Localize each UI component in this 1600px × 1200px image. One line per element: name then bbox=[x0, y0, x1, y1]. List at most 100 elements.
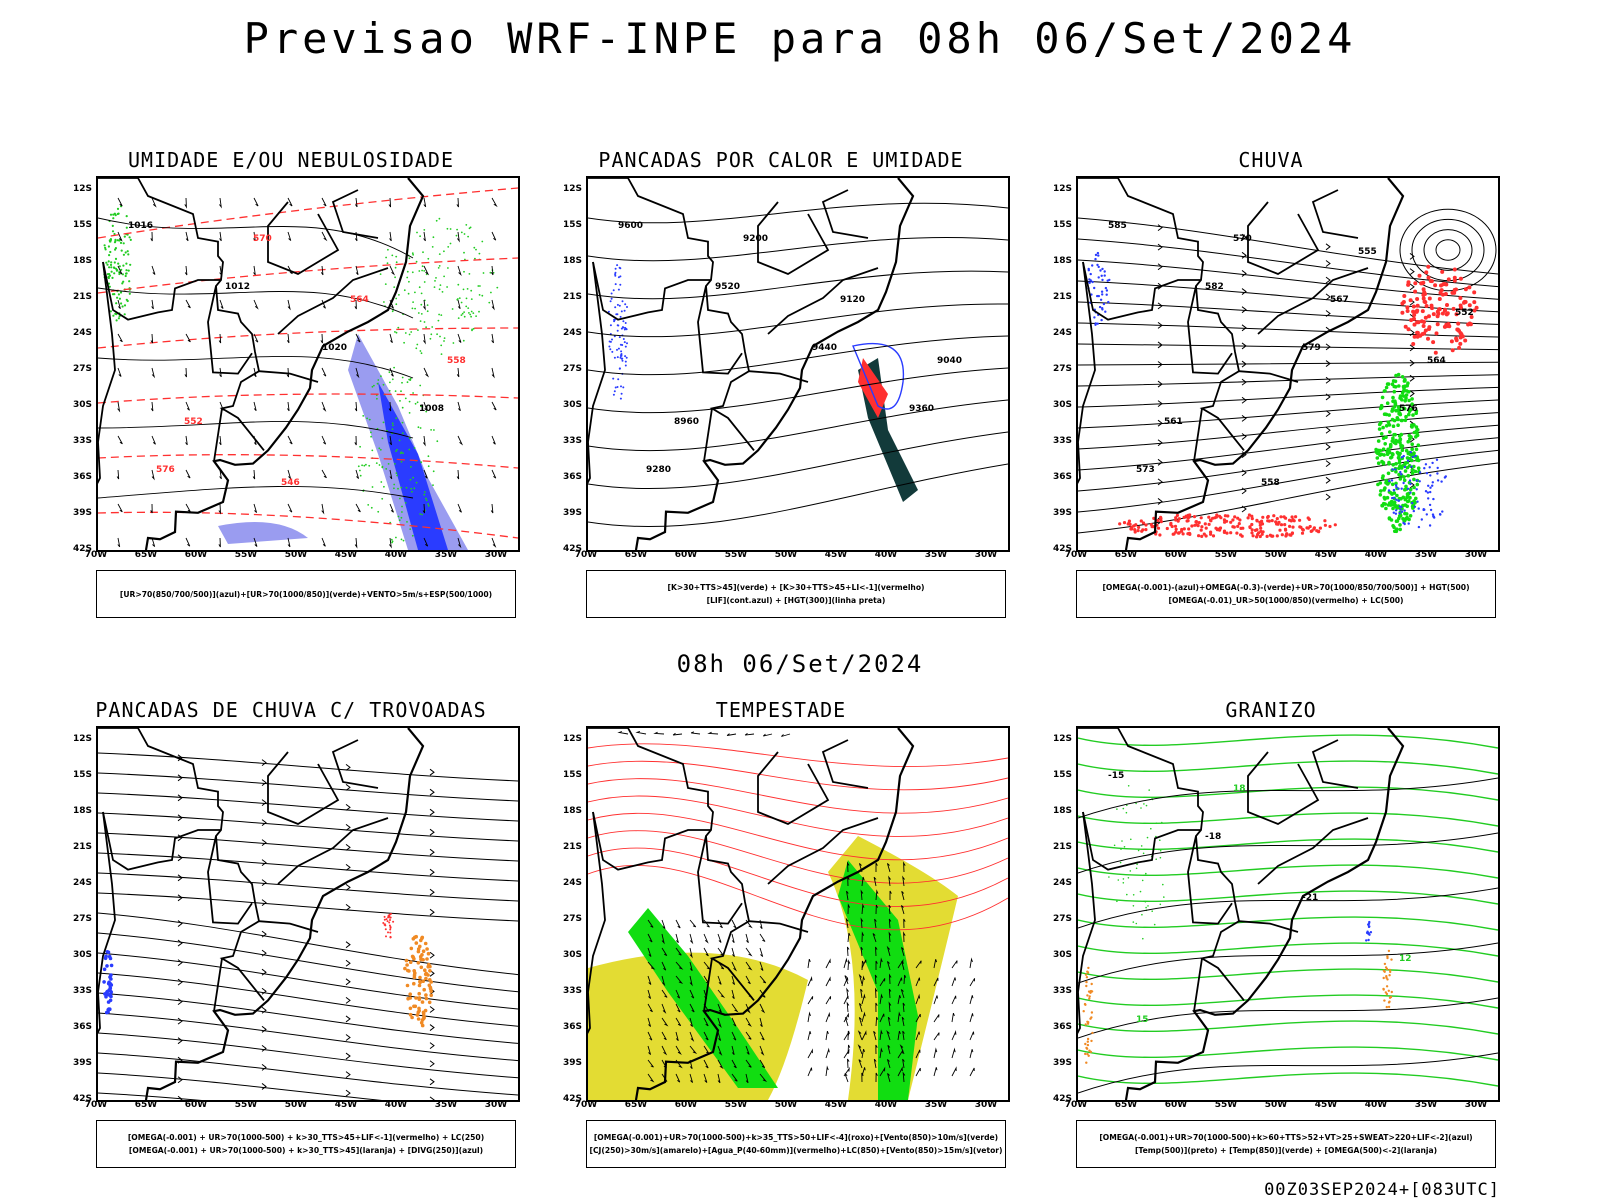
field-dot bbox=[1431, 312, 1436, 317]
field-dot bbox=[463, 270, 465, 273]
field-dot bbox=[626, 342, 628, 345]
lon-tick-label: 60W bbox=[184, 1100, 208, 1110]
field-dot bbox=[1387, 516, 1392, 520]
contour-label: -21 bbox=[1302, 893, 1318, 903]
field-dot bbox=[1122, 807, 1125, 810]
field-dot bbox=[128, 236, 131, 239]
field-dot bbox=[440, 353, 443, 355]
wind-vector-icon bbox=[825, 1011, 831, 1023]
political-border bbox=[757, 751, 830, 826]
lon-tick-label: 70W bbox=[1064, 1100, 1088, 1110]
field-dot bbox=[1275, 534, 1279, 538]
field-dot bbox=[1083, 1002, 1087, 1006]
political-border bbox=[1311, 739, 1359, 789]
wind-vector-icon bbox=[490, 503, 494, 514]
field-dot bbox=[1420, 309, 1425, 314]
field-dot bbox=[1410, 442, 1414, 447]
wind-vector-icon bbox=[861, 903, 865, 915]
wind-vector-icon bbox=[745, 975, 751, 985]
contour-label: 564 bbox=[350, 295, 369, 305]
field-dot bbox=[607, 310, 610, 313]
wind-vector-icon bbox=[647, 1031, 653, 1041]
field-dot bbox=[433, 429, 435, 431]
wind-vector-icon bbox=[151, 367, 156, 379]
field-dot bbox=[115, 302, 118, 305]
field-dot bbox=[1412, 477, 1416, 482]
field-dot bbox=[122, 242, 125, 245]
lat-tick-label: 12S bbox=[72, 184, 92, 194]
flow-arrow-icon bbox=[177, 1037, 183, 1045]
flow-arrow-icon bbox=[345, 1052, 351, 1060]
field-dot bbox=[1410, 471, 1415, 476]
temperature-850-contour bbox=[1078, 994, 1498, 1009]
field-dot bbox=[420, 1018, 425, 1022]
lat-tick-label: 30S bbox=[72, 950, 92, 960]
field-dot bbox=[1440, 311, 1445, 316]
field-dot bbox=[1284, 528, 1288, 532]
field-dot bbox=[405, 983, 410, 988]
wind-vector-icon bbox=[287, 435, 293, 445]
field-dot bbox=[1130, 838, 1132, 841]
wind-vector-icon bbox=[661, 989, 668, 998]
field-dot bbox=[1385, 482, 1390, 486]
temperature-850-contour bbox=[1078, 1020, 1498, 1035]
field-dot bbox=[1388, 974, 1391, 977]
field-dot bbox=[612, 377, 615, 380]
field-dot bbox=[1467, 285, 1472, 290]
field-dot bbox=[127, 253, 130, 256]
field-dot bbox=[1458, 341, 1463, 346]
field-dot bbox=[1389, 970, 1392, 974]
field-dot bbox=[127, 269, 130, 272]
flow-arrow-icon bbox=[1241, 360, 1247, 368]
wind-vector-icon bbox=[825, 976, 831, 987]
field-dot bbox=[437, 267, 440, 269]
field-dot bbox=[1082, 1010, 1085, 1013]
lon-tick-label: 60W bbox=[1164, 550, 1188, 560]
wind-vector-icon bbox=[902, 1002, 906, 1013]
lat-tick-label: 33S bbox=[562, 986, 582, 996]
political-border bbox=[767, 267, 879, 335]
streamline bbox=[98, 1032, 518, 1079]
field-dot bbox=[108, 998, 113, 1003]
field-dot bbox=[1407, 398, 1411, 403]
field-dot bbox=[1436, 472, 1439, 475]
field-dot bbox=[419, 384, 422, 387]
field-dot bbox=[1086, 1022, 1090, 1025]
wind-vector-icon bbox=[933, 1067, 938, 1077]
lon-tick-label: 35W bbox=[924, 550, 948, 560]
wind-vector-icon bbox=[861, 993, 866, 1005]
lat-tick-label: 15S bbox=[72, 770, 92, 780]
field-dot bbox=[1469, 315, 1474, 319]
wind-vector-icon bbox=[653, 731, 665, 735]
field-dot bbox=[125, 269, 128, 272]
wind-vector-icon bbox=[886, 863, 891, 873]
field-dot bbox=[1121, 840, 1123, 842]
field-dot bbox=[1398, 464, 1402, 469]
field-dot bbox=[1385, 976, 1388, 979]
field-dot bbox=[1156, 518, 1160, 523]
wind-vector-icon bbox=[117, 503, 123, 513]
field-dot bbox=[397, 487, 399, 490]
wind-vector-icon bbox=[321, 469, 327, 479]
wind-vector-icon bbox=[675, 919, 681, 929]
field-dot bbox=[1390, 958, 1393, 961]
wind-vector-icon bbox=[253, 333, 259, 343]
field-dot bbox=[415, 481, 418, 484]
field-dot bbox=[387, 931, 389, 934]
lat-tick-label: 42S bbox=[1052, 544, 1072, 554]
streamline bbox=[98, 812, 518, 842]
field-dot bbox=[1229, 531, 1233, 535]
wind-vector-icon bbox=[354, 401, 358, 412]
lat-tick-label: 15S bbox=[1052, 770, 1072, 780]
lon-tick-label: 40W bbox=[1364, 550, 1388, 560]
field-dot bbox=[408, 333, 411, 336]
lon-tick-label: 65W bbox=[1114, 1100, 1138, 1110]
flow-arrow-icon bbox=[1409, 344, 1415, 352]
pressure-contour bbox=[98, 356, 414, 379]
field-dot bbox=[1407, 433, 1412, 438]
field-dot bbox=[401, 376, 404, 379]
wind-vector-icon bbox=[807, 958, 811, 969]
panel-umidade: UMIDADE E/OU NEBULOSIDADE 12S 15S 18S 21S 24… bbox=[56, 148, 526, 618]
wind-vector-icon bbox=[388, 197, 392, 208]
field-dot bbox=[359, 474, 362, 477]
